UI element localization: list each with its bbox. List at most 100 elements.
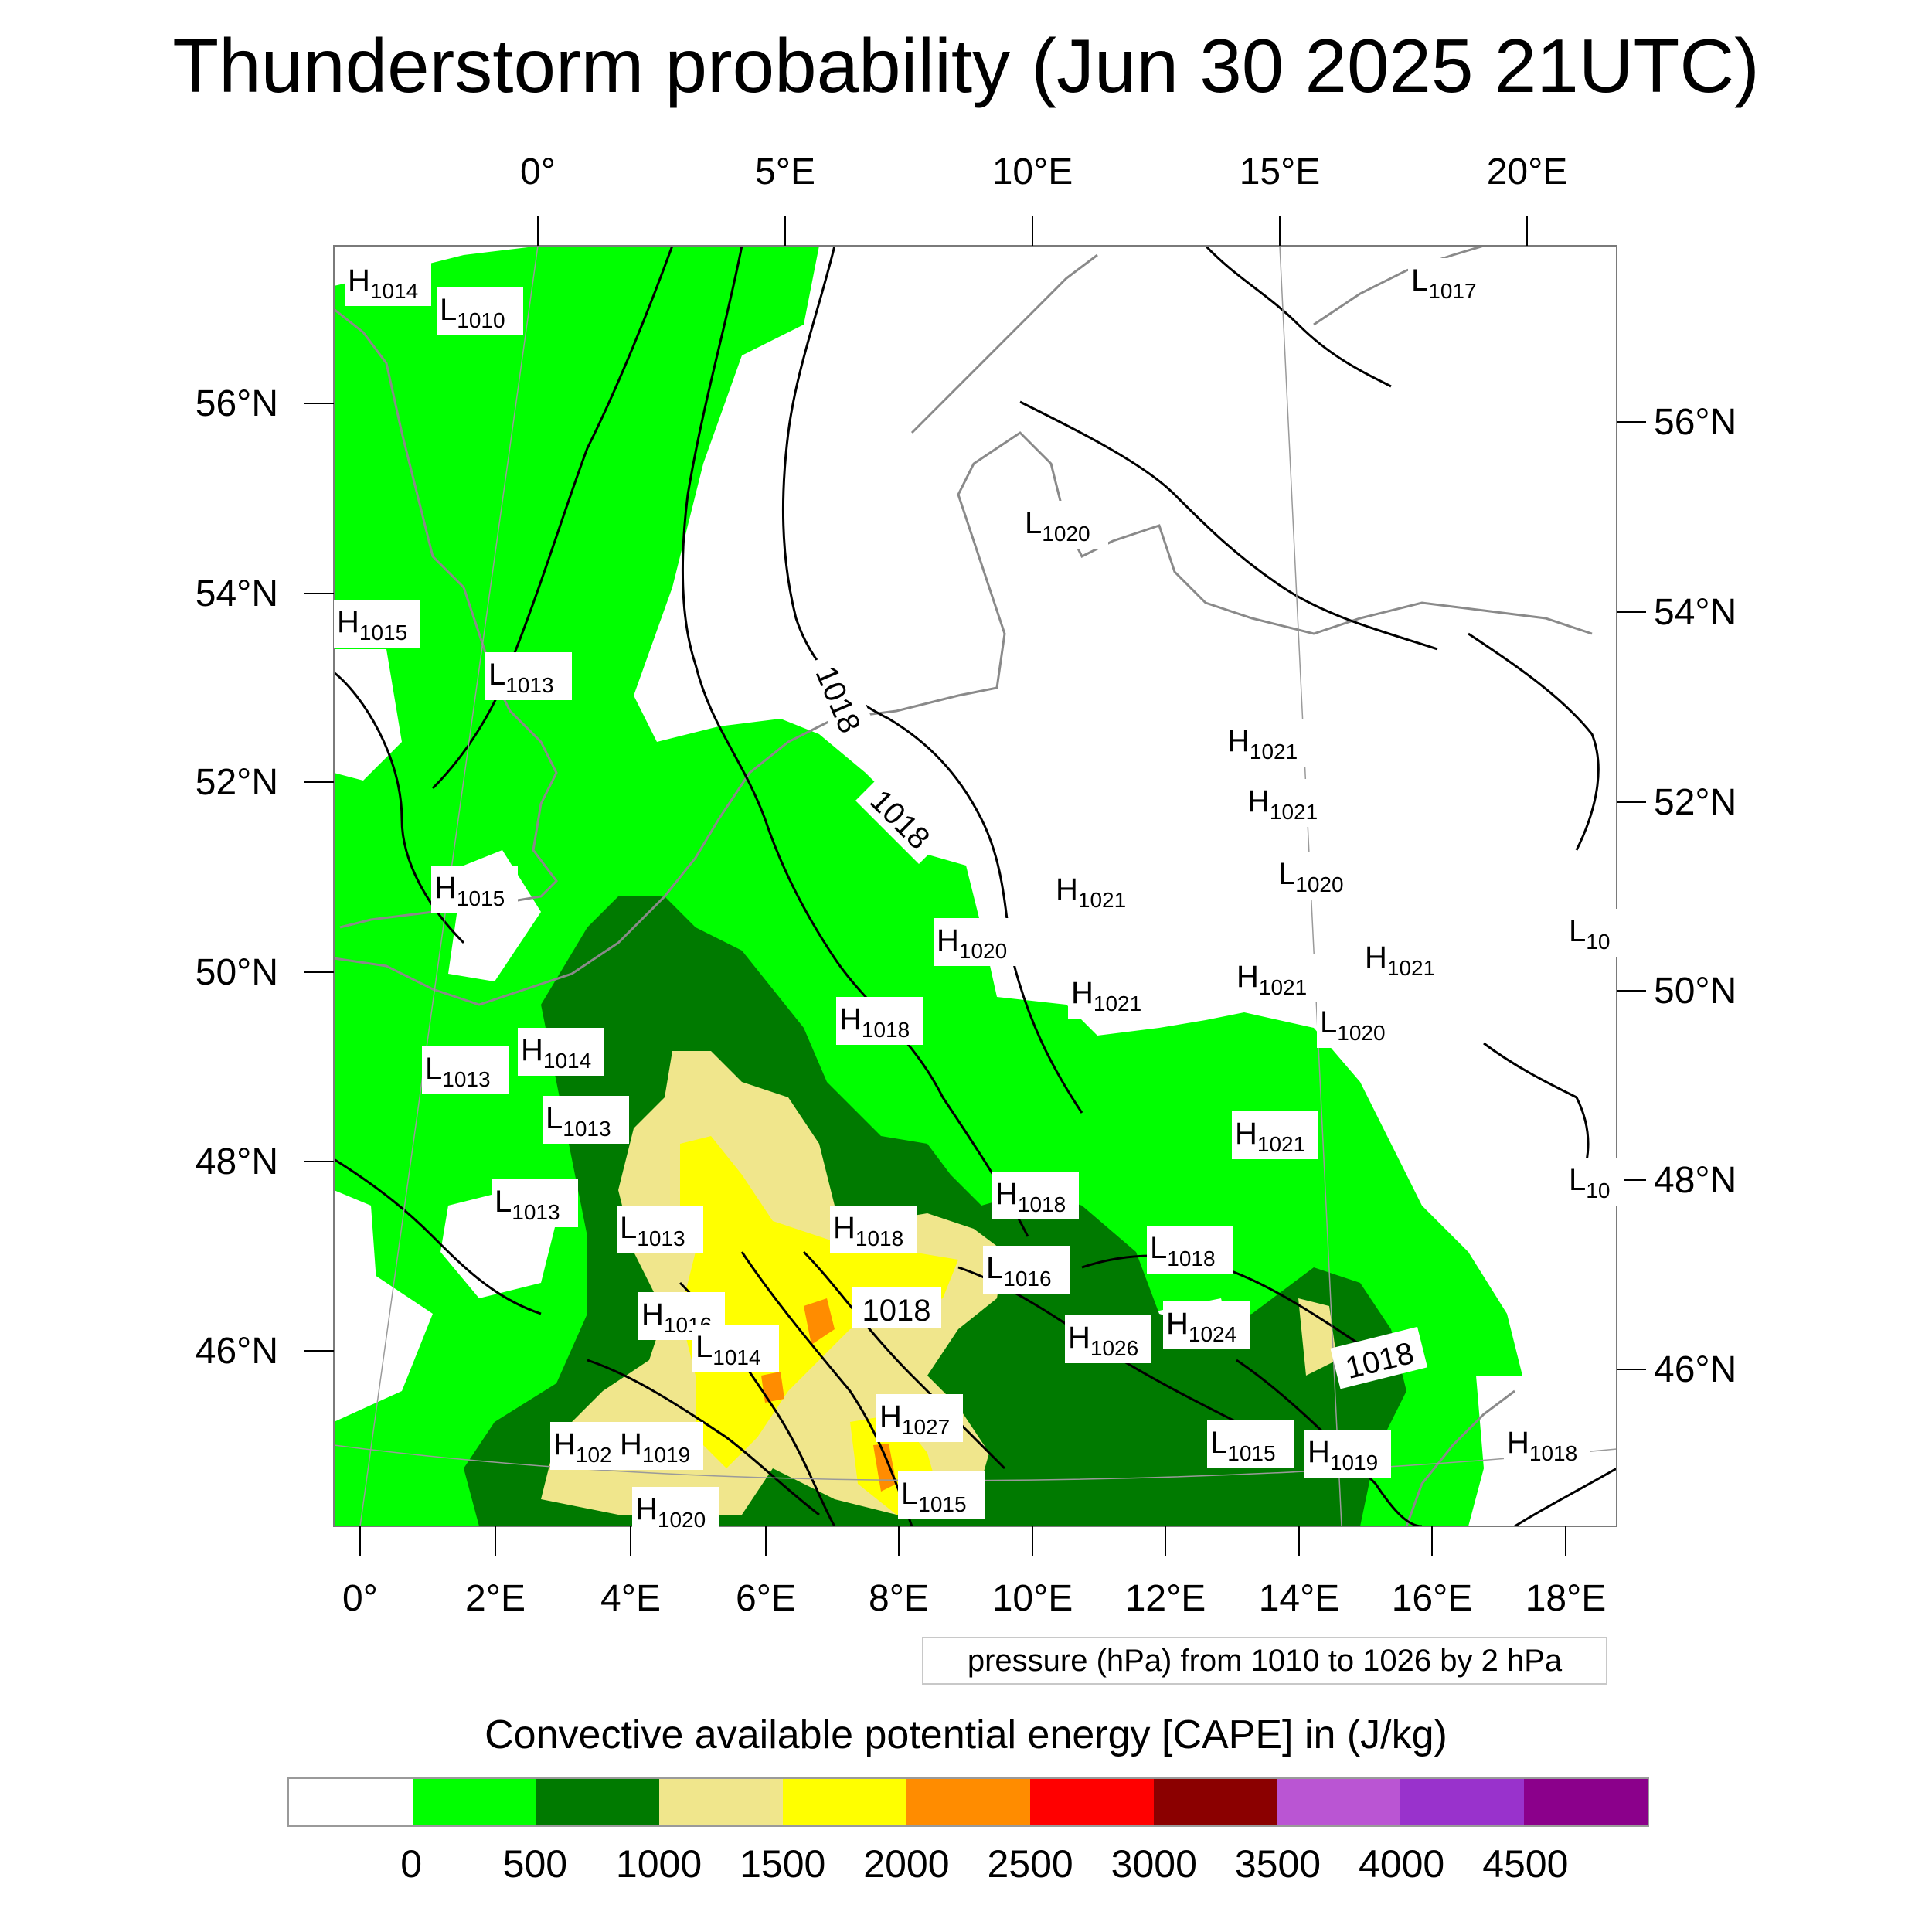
svg-text:L1020: L1020 <box>1320 1005 1386 1045</box>
colorbar-label: 1000 <box>615 1842 702 1886</box>
left-lat-label: 50°N <box>196 952 278 993</box>
svg-text:L1014: L1014 <box>696 1330 761 1369</box>
high-pressure-label: H1021 <box>1232 1111 1318 1159</box>
high-pressure-label: H1021 <box>1224 719 1311 767</box>
high-pressure-label: H1014 <box>518 1028 604 1076</box>
high-pressure-label: H1019 <box>617 1422 703 1470</box>
bottom-lon-label: 4°E <box>600 1578 661 1619</box>
low-pressure-label: L1015 <box>1207 1420 1294 1468</box>
left-lat-label: 46°N <box>196 1331 278 1372</box>
page-title: Thunderstorm probability (Jun 30 2025 21… <box>172 23 1760 108</box>
colorbar-label: 3000 <box>1111 1842 1197 1886</box>
bottom-lon-label: 8°E <box>869 1578 929 1619</box>
high-pressure-label: H1021 <box>1244 779 1331 827</box>
low-pressure-label: L1020 <box>1317 1000 1403 1048</box>
colorbar-label: 4000 <box>1359 1842 1445 1886</box>
right-lat-label: 48°N <box>1654 1160 1736 1201</box>
colorbar-segment <box>536 1779 660 1825</box>
colorbar-segment <box>1524 1779 1648 1825</box>
top-lon-label: 0° <box>520 151 556 192</box>
bottom-lon-label: 0° <box>342 1578 378 1619</box>
colorbar-segment <box>412 1779 536 1825</box>
svg-text:H1020: H1020 <box>937 923 1007 963</box>
colorbar-label: 3500 <box>1234 1842 1321 1886</box>
high-pressure-label: H1015 <box>431 866 518 913</box>
high-pressure-label: H1014 <box>345 258 431 306</box>
high-pressure-label: H1027 <box>876 1394 963 1442</box>
left-lat-label: 56°N <box>196 383 278 424</box>
high-pressure-label: H1026 <box>1065 1315 1151 1363</box>
low-pressure-label: L1013 <box>617 1206 703 1253</box>
colorbar-segment <box>289 1779 413 1825</box>
low-pressure-label: L1013 <box>422 1046 509 1094</box>
svg-text:H1021: H1021 <box>1071 976 1141 1015</box>
low-pressure-label: L10 <box>1566 909 1624 957</box>
colorbar-label: 4500 <box>1482 1842 1569 1886</box>
high-pressure-label: H1021 <box>1053 867 1139 915</box>
right-lat-label: 56°N <box>1654 402 1736 443</box>
top-lon-label: 20°E <box>1487 151 1568 192</box>
axis-labels: 0° 5°E 10°E 15°E 20°E 0° 2°E 4°E 6°E 8°E 10°E 12°E 1… <box>196 151 1737 1619</box>
pressure-contour-note: pressure (hPa) from 1010 to 1026 by 2 hP… <box>922 1637 1607 1685</box>
svg-text:1018: 1018 <box>862 1294 931 1328</box>
colorbar-segment <box>1400 1779 1525 1825</box>
low-pressure-label: L1013 <box>543 1096 629 1144</box>
colorbar-label: 1500 <box>740 1842 826 1886</box>
high-pressure-label: H1015 <box>334 600 420 648</box>
high-pressure-label: H1021 <box>1068 971 1155 1019</box>
bottom-lon-label: 16°E <box>1392 1578 1473 1619</box>
low-pressure-label: L1010 <box>437 287 523 335</box>
map-frame <box>333 245 1617 1527</box>
colorbar-segment <box>1277 1779 1401 1825</box>
bottom-lon-label: 12°E <box>1125 1578 1206 1619</box>
bottom-lon-label: 18°E <box>1526 1578 1607 1619</box>
low-pressure-label: L1020 <box>1275 852 1362 900</box>
high-pressure-label: H1021 <box>1362 935 1448 983</box>
right-lat-label: 50°N <box>1654 971 1736 1012</box>
right-lat-label: 54°N <box>1654 592 1736 633</box>
colorbar-segment <box>659 1779 784 1825</box>
colorbar-label: 2000 <box>863 1842 950 1886</box>
left-lat-label: 52°N <box>196 762 278 803</box>
high-pressure-label: H102 <box>550 1422 623 1470</box>
low-pressure-label: L1017 <box>1408 258 1495 306</box>
cape-colorbar-labels: 0 500 1000 1500 2000 2500 3000 3500 4000 4500 <box>0 1839 1932 1893</box>
bottom-lon-label: 6°E <box>736 1578 796 1619</box>
low-pressure-label: L1016 <box>983 1246 1070 1294</box>
cape-legend-title: Convective available potential energy [C… <box>485 1713 1447 1757</box>
low-pressure-label: L1013 <box>492 1179 578 1227</box>
top-lon-label: 15°E <box>1240 151 1321 192</box>
svg-text:H1024: H1024 <box>1166 1307 1236 1346</box>
colorbar-label: 500 <box>502 1842 568 1886</box>
pressure-center-labels: H1014L1010L1017L1020H1015L1013H1021H1021… <box>334 258 1624 1535</box>
left-lat-label: 54°N <box>196 573 278 614</box>
colorbar-segment <box>1029 1779 1154 1825</box>
high-pressure-label: H1018 <box>1504 1420 1590 1468</box>
high-pressure-label: H1020 <box>632 1487 719 1535</box>
low-pressure-label: L1013 <box>485 652 572 700</box>
tick-marks <box>304 216 1646 1556</box>
low-pressure-label: L1015 <box>898 1471 985 1519</box>
high-pressure-label: H1018 <box>836 997 923 1045</box>
high-pressure-label: H1019 <box>1304 1430 1391 1478</box>
low-pressure-label: L1018 <box>1147 1226 1233 1274</box>
right-lat-label: 46°N <box>1654 1349 1736 1390</box>
high-pressure-label: H1021 <box>1233 954 1320 1002</box>
high-pressure-label: H1020 <box>934 918 1020 966</box>
top-lon-label: 5°E <box>755 151 815 192</box>
colorbar-segment <box>906 1779 1030 1825</box>
low-pressure-label: L10 <box>1566 1158 1624 1206</box>
colorbar-label: 2500 <box>987 1842 1073 1886</box>
bottom-lon-label: 14°E <box>1259 1578 1340 1619</box>
high-pressure-label: H1018 <box>992 1172 1079 1219</box>
top-lon-label: 10°E <box>992 151 1073 192</box>
colorbar-segment <box>1153 1779 1277 1825</box>
colorbar-label: 0 <box>400 1842 423 1886</box>
svg-text:H1018: H1018 <box>839 1002 910 1042</box>
high-pressure-label: H1024 <box>1163 1301 1250 1349</box>
low-pressure-label: L1014 <box>692 1325 779 1372</box>
cape-colorbar <box>287 1777 1649 1827</box>
high-pressure-label: H1018 <box>830 1206 917 1253</box>
low-pressure-label: L1020 <box>1022 501 1108 549</box>
